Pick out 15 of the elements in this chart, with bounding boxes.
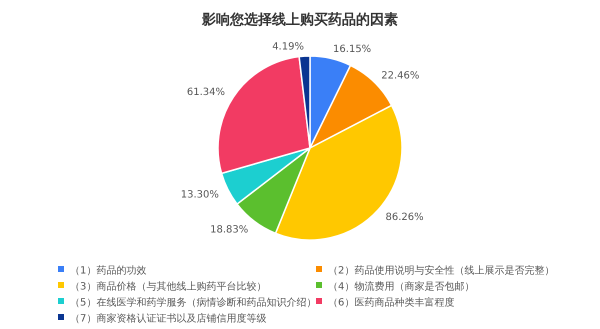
data-label: 22.46% [381,70,420,82]
data-label: 86.26% [386,212,424,224]
data-label: 18.83% [210,224,248,236]
data-label: 4.19% [272,42,304,53]
legend-label: （4）物流费用（商家是否包邮） [328,280,474,292]
legend-label: （3）商品价格（与其他线上购药平台比较） [70,280,266,292]
data-label: 13.30% [180,189,219,200]
data-label: 61.34% [186,87,226,98]
chart-title: 影响您选择线上购买药品的因素 [201,12,398,28]
data-label: 16.15% [333,44,372,56]
legend-label: （2）药品使用说明与安全性（线上展示是否完整） [328,264,554,276]
legend-label: （7）商家资格认证证书以及店铺信用度等级 [70,312,266,324]
legend-label: （6）医药商品种类丰富程度 [328,296,454,308]
legend-label: （1）药品的功效 [70,264,146,276]
legend-label: （5）在线医学和药学服务（病情诊断和药品知识介绍） [70,296,316,308]
